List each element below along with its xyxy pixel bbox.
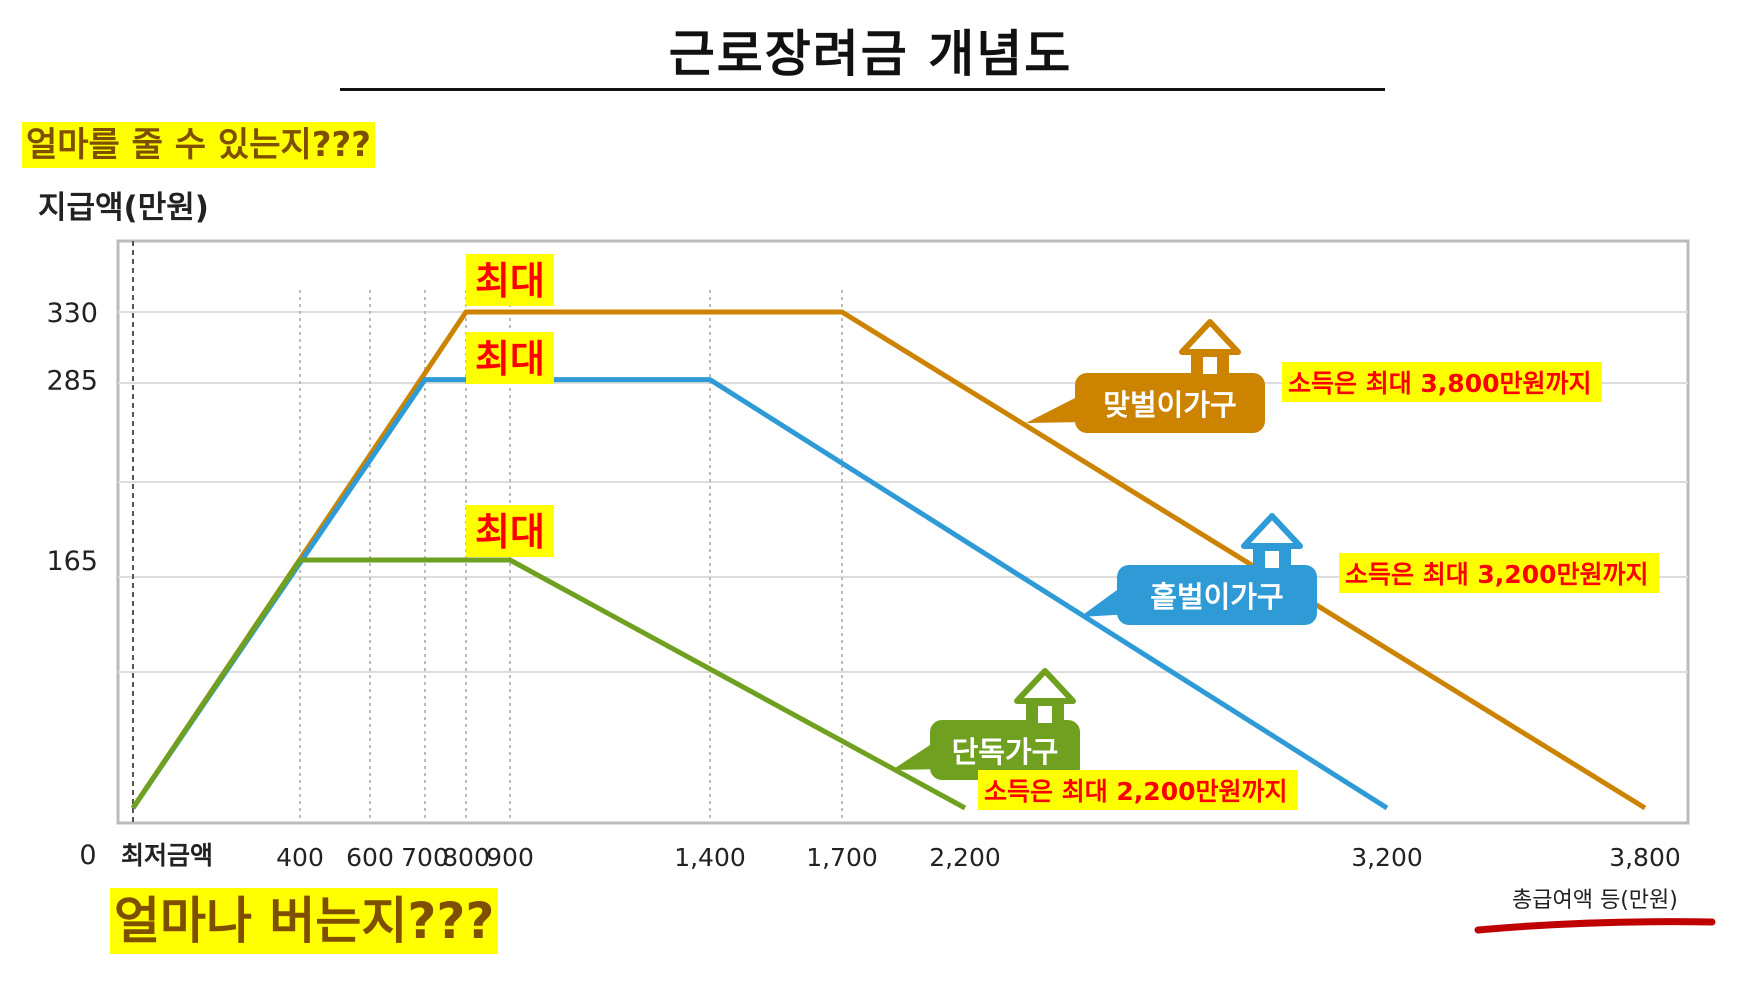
x-tick-label: 1,400	[674, 843, 746, 872]
x-tick-label-zero: 0	[79, 840, 96, 871]
plot-frame	[116, 239, 1690, 825]
peak-label: 최대	[475, 337, 545, 381]
income-limit-note: 소득은 최대 2,200만원까지	[984, 777, 1288, 806]
x-tick-label: 3,800	[1609, 843, 1681, 872]
y-axis-label: 지급액(만원)	[38, 190, 209, 226]
legend-badge-pointer	[1026, 398, 1089, 423]
income-limit-note-bg	[1339, 553, 1659, 593]
y-tick-label: 285	[46, 366, 98, 397]
house-icon	[1179, 319, 1241, 355]
peak-label-bg	[466, 254, 554, 306]
x-tick-label-minimum: 최저금액	[121, 841, 213, 870]
income-limit-note: 소득은 최대 3,200만원까지	[1345, 560, 1649, 589]
income-limit-note-bg	[1282, 362, 1602, 402]
legend-badge-label: 홑벌이가구	[1150, 580, 1283, 614]
x-tick-label: 3,200	[1351, 843, 1423, 872]
house-icon	[1241, 513, 1303, 549]
page-title: 근로장려금 개념도	[668, 25, 1073, 83]
house-icon-door	[1265, 551, 1279, 568]
income-limit-note-bg	[978, 770, 1298, 810]
x-tick-label: 1,700	[806, 843, 878, 872]
x-tick-label: 900	[486, 843, 534, 872]
x-tick-label: 800	[442, 843, 490, 872]
legend-badge-bg	[1075, 373, 1265, 433]
x-tick-label: 700	[401, 843, 449, 872]
x-tick-label: 600	[346, 843, 394, 872]
x-tick-label: 2,200	[929, 843, 1001, 872]
y-tick-label: 330	[46, 298, 98, 329]
income-limit-note: 소득은 최대 3,800만원까지	[1288, 369, 1592, 398]
legend-badge-bg	[1117, 565, 1317, 625]
house-icon-door	[1203, 357, 1217, 374]
legend-badge-bg	[930, 720, 1080, 780]
series-line-2	[130, 557, 967, 811]
x-tick-label: 400	[276, 843, 324, 872]
legend-badge-label: 맞벌이가구	[1103, 388, 1236, 422]
legend-badge-label: 단독가구	[952, 735, 1059, 769]
x-axis-label: 총급여액 등(만원)	[1512, 888, 1678, 913]
peak-label-bg	[466, 505, 554, 557]
house-icon-door	[1038, 706, 1052, 723]
peak-label: 최대	[475, 510, 545, 554]
peak-label-bg	[466, 332, 554, 384]
y-tick-label: 165	[46, 546, 98, 577]
house-icon	[1014, 668, 1076, 704]
peak-label: 최대	[475, 259, 545, 303]
x-axis-label-underline	[1474, 918, 1716, 934]
question-how-much-earn: 얼마나 버는지???	[110, 888, 499, 954]
title-underline	[340, 88, 1385, 91]
question-how-much-pay: 얼마를 줄 수 있는지???	[22, 122, 375, 168]
